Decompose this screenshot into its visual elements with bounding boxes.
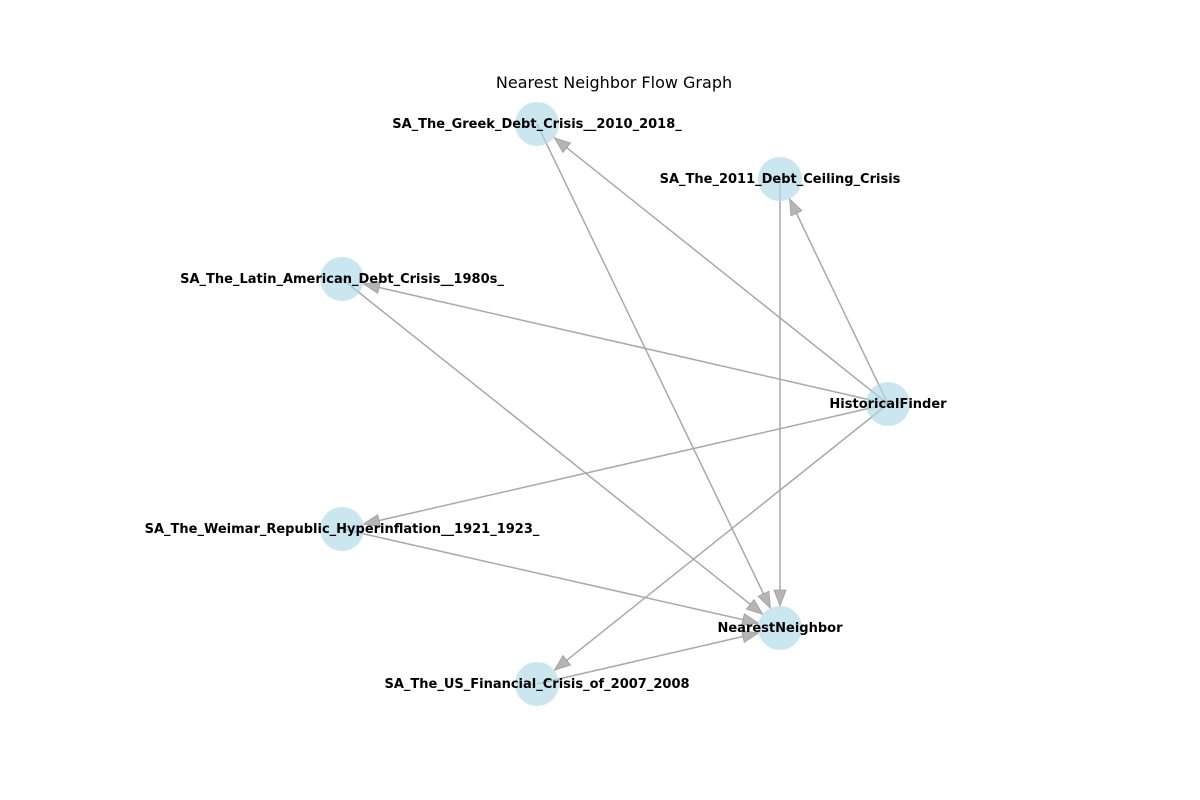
node-weimar: [320, 507, 364, 551]
edge-arrowhead-nearest: [741, 630, 760, 644]
edge-historical-to-greek: [566, 147, 889, 405]
graph-title: Nearest Neighbor Flow Graph: [496, 73, 732, 92]
edges-layer: [341, 123, 889, 685]
node-label-usfin: SA_The_US_Financial_Crisis_of_2007_2008: [384, 677, 689, 692]
edge-arrowhead-greek: [553, 136, 572, 154]
edge-arrowhead-nearest: [757, 590, 771, 610]
node-nearest: [758, 606, 802, 650]
edge-arrowhead-nearest: [773, 589, 787, 608]
edge-latin-to-nearest: [341, 278, 751, 605]
edge-usfin-to-nearest: [536, 635, 744, 685]
node-label-greek: SA_The_Greek_Debt_Crisis__2010_2018_: [392, 117, 682, 132]
edge-historical-to-usfin: [566, 403, 889, 661]
node-greek: [515, 102, 559, 146]
edge-arrowhead-usfin: [553, 654, 572, 672]
edge-historical-to-weimar: [378, 403, 889, 522]
nodes-layer: [320, 102, 910, 706]
edge-historical-to-debt2011: [795, 212, 889, 405]
node-label-latin: SA_The_Latin_American_Debt_Crisis__1980s…: [180, 272, 504, 287]
edge-arrowhead-nearest: [741, 613, 760, 626]
edge-weimar-to-nearest: [341, 528, 744, 621]
edge-arrowhead-debt2011: [789, 197, 803, 217]
node-usfin: [515, 662, 559, 706]
edge-historical-to-latin: [378, 286, 889, 405]
node-debt2011: [758, 157, 802, 201]
node-latin: [320, 257, 364, 301]
node-label-weimar: SA_The_Weimar_Republic_Hyperinflation__1…: [145, 522, 540, 537]
edge-arrowhead-weimar: [362, 514, 381, 527]
node-historical: [866, 382, 910, 426]
edge-arrowhead-latin: [362, 281, 381, 294]
node-label-debt2011: SA_The_2011_Debt_Ceiling_Crisis: [660, 172, 901, 187]
edge-greek-to-nearest: [536, 123, 765, 595]
labels-layer: HistoricalFinder SA_The_2011_Debt_Ceiling…: [145, 117, 948, 692]
node-label-nearest: NearestNeighbor: [717, 621, 843, 636]
edge-arrowhead-nearest: [745, 598, 764, 616]
node-label-historical: HistoricalFinder: [829, 397, 947, 412]
